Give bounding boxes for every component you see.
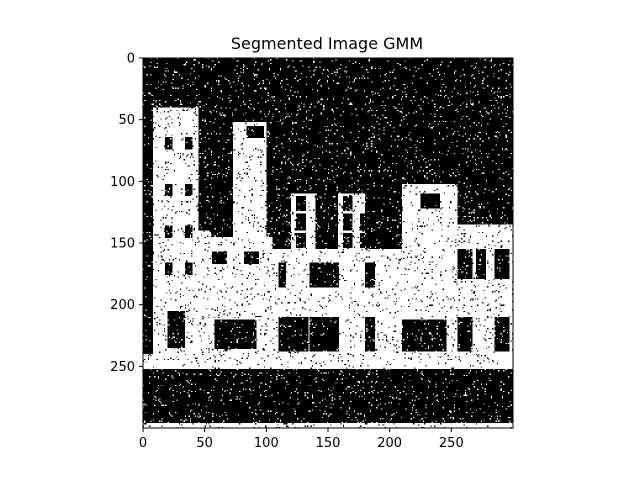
y-tick-label: 100 [110,175,135,190]
x-tick-label: 100 [254,436,279,451]
axes: 0 50 100 150 200 250 0 50 100 150 200 250 [110,52,514,451]
y-tick-label: 200 [110,298,135,313]
x-tick-label: 50 [196,436,213,451]
x-tick-label: 250 [439,436,464,451]
y-tick-label: 250 [110,360,135,375]
y-tick-label: 150 [110,237,135,252]
y-tick-label: 50 [118,113,135,128]
chart-title: Segmented Image GMM [231,34,423,53]
x-tick-label: 0 [139,436,147,451]
segmented-image-raster [143,58,513,428]
segmented-image [143,58,513,428]
y-tick-label: 0 [127,52,135,67]
x-tick-label: 200 [377,436,402,451]
x-tick-label: 150 [316,436,341,451]
